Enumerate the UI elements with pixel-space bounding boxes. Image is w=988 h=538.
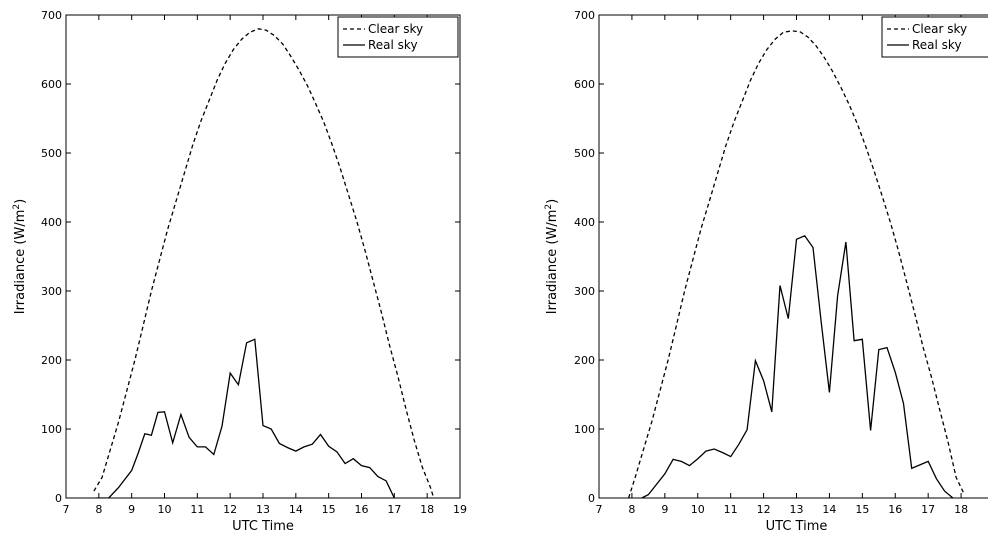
x-tick-label: 14 xyxy=(822,503,836,516)
y-tick-label: 200 xyxy=(574,354,595,367)
x-tick-label: 8 xyxy=(95,503,102,516)
y-axis-label: Irradiance (W/m2) xyxy=(544,199,560,314)
legend-label: Real sky xyxy=(368,38,418,52)
y-axis-label-tail: ) xyxy=(545,199,560,204)
legend-label: Clear sky xyxy=(912,22,967,36)
series-line-clear-sky xyxy=(627,30,965,498)
y-tick-label: 600 xyxy=(574,78,595,91)
legend: Clear sky Real sky xyxy=(881,16,988,58)
x-tick-label: 7 xyxy=(596,503,603,516)
x-tick-label: 13 xyxy=(256,503,270,516)
legend-label: Clear sky xyxy=(368,22,423,36)
y-axis-label-sup: 2 xyxy=(12,204,22,210)
x-tick-label: 10 xyxy=(691,503,705,516)
series-line-real-sky xyxy=(95,338,395,498)
plot-area xyxy=(598,14,988,499)
y-tick-label: 100 xyxy=(574,423,595,436)
x-tick-label: 7 xyxy=(63,503,70,516)
y-axis-label-main: Irradiance (W/m xyxy=(13,210,28,315)
x-tick-label: 15 xyxy=(855,503,869,516)
y-axis-label: Irradiance (W/m2) xyxy=(12,199,28,314)
y-axis-label-main: Irradiance (W/m xyxy=(545,210,560,315)
x-tick-label: 12 xyxy=(223,503,237,516)
y-tick-label: 500 xyxy=(574,147,595,160)
x-axis-label: UTC Time xyxy=(766,519,828,534)
x-tick-label: 13 xyxy=(790,503,804,516)
chart-right: 7891011121314151617181901002003004005006… xyxy=(544,9,988,534)
x-tick-label: 11 xyxy=(190,503,204,516)
series-line-real-sky xyxy=(641,234,954,498)
legend-box xyxy=(337,16,459,58)
x-tick-label: 18 xyxy=(954,503,968,516)
chart-left: 7 8 9 10 11 12 13 14 15 16 17 18 19 0 100 200 300 400 500 6… xyxy=(12,9,467,534)
legend-label: Real sky xyxy=(912,38,962,52)
y-tick-label: 400 xyxy=(41,216,62,229)
y-tick-label: 300 xyxy=(41,285,62,298)
y-tick-label: 200 xyxy=(41,354,62,367)
x-tick-label: 16 xyxy=(888,503,902,516)
x-tick-label: 17 xyxy=(921,503,935,516)
series-line-clear-sky xyxy=(93,28,435,498)
x-tick-label: 15 xyxy=(322,503,336,516)
x-tick-label: 14 xyxy=(289,503,303,516)
x-tick-label: 10 xyxy=(158,503,172,516)
legend-box xyxy=(881,16,988,58)
y-tick-label: 700 xyxy=(41,9,62,22)
x-tick-label: 19 xyxy=(453,503,467,516)
x-tick-label: 18 xyxy=(420,503,434,516)
x-tick-label: 11 xyxy=(724,503,738,516)
y-tick-label: 100 xyxy=(41,423,62,436)
y-tick-label: 300 xyxy=(574,285,595,298)
y-tick-label: 0 xyxy=(588,492,595,505)
y-axis-label-tail: ) xyxy=(13,199,28,204)
x-tick-label: 9 xyxy=(128,503,135,516)
y-tick-label: 400 xyxy=(574,216,595,229)
y-tick-label: 600 xyxy=(41,78,62,91)
legend: Clear sky Real sky xyxy=(337,16,459,58)
y-tick-label: 700 xyxy=(574,9,595,22)
x-tick-label: 9 xyxy=(661,503,668,516)
x-tick-label: 8 xyxy=(628,503,635,516)
x-tick-label: 16 xyxy=(355,503,369,516)
y-axis-label-sup: 2 xyxy=(544,204,554,210)
x-tick-label: 12 xyxy=(757,503,771,516)
y-tick-label: 0 xyxy=(55,492,62,505)
y-tick-label: 500 xyxy=(41,147,62,160)
x-axis-label: UTC Time xyxy=(232,519,294,534)
x-tick-label: 17 xyxy=(387,503,401,516)
